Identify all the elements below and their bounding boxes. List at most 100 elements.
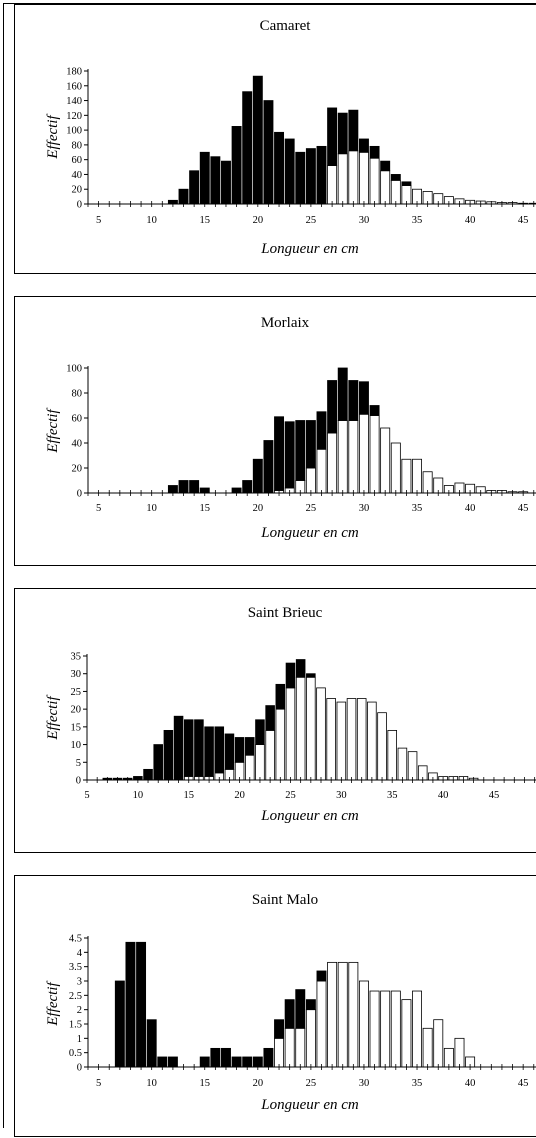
bar-black: [316, 145, 327, 205]
bar-white: [390, 179, 401, 205]
bar-white: [348, 150, 359, 205]
x-tick-label: 15: [200, 503, 211, 514]
y-tick-label: 100: [66, 126, 82, 137]
bar-white: [326, 698, 336, 781]
bar-black: [263, 100, 274, 205]
bar-black: [305, 420, 316, 469]
y-tick-label: 1.5: [69, 1020, 82, 1031]
bar-black: [369, 405, 380, 416]
bar-black: [284, 999, 295, 1029]
bar-black: [275, 683, 286, 710]
y-tick-label: 0: [77, 1063, 82, 1074]
x-tick-label: 20: [234, 790, 245, 801]
bar-white: [387, 729, 397, 781]
chart-panel-camaret: Camaret 0 20 40 60 80 100 120 140 160 180 5 10 15 20 25…: [14, 4, 536, 274]
bar-white: [337, 420, 348, 494]
bar-white: [337, 961, 348, 1068]
bar-white: [380, 990, 391, 1068]
bar-white: [327, 961, 338, 1068]
bar-black: [316, 970, 327, 982]
bar-black: [305, 999, 316, 1011]
bar-black: [231, 126, 242, 205]
bar-black: [255, 719, 265, 745]
bar-black: [173, 715, 184, 781]
bar-black: [327, 380, 338, 434]
bar-white: [275, 708, 286, 781]
y-tick-label: 2: [77, 1005, 82, 1016]
y-axis-label: Effectif: [45, 408, 61, 454]
x-tick-label: 30: [359, 215, 370, 226]
x-tick-label: 40: [465, 1078, 476, 1089]
x-tick-label: 35: [412, 215, 423, 226]
bar-black: [199, 151, 210, 205]
x-tick-label: 20: [253, 503, 264, 514]
y-tick-label: 4: [77, 948, 83, 959]
y-tick-label: 20: [72, 464, 83, 475]
x-tick-label: 10: [146, 1078, 157, 1089]
bar-black: [316, 411, 327, 450]
bar-black: [274, 416, 285, 491]
bar-white: [327, 432, 338, 494]
bar-white: [397, 747, 408, 781]
x-tick-label: 5: [96, 1078, 101, 1089]
y-tick-label: 80: [72, 389, 83, 400]
bar-black: [348, 109, 359, 152]
y-tick-label: 100: [66, 364, 82, 375]
bar-white: [305, 467, 316, 494]
x-axis-label: Longueur en cm: [260, 525, 359, 541]
bar-black: [224, 733, 235, 770]
bar-black: [265, 705, 275, 731]
bar-white: [390, 990, 401, 1068]
chart-title: Camaret: [260, 18, 312, 34]
bar-white: [284, 1027, 295, 1068]
x-tick-label: 15: [200, 215, 211, 226]
bar-black: [358, 381, 369, 415]
bar-white: [265, 729, 275, 781]
bar-black: [285, 662, 296, 689]
bar-white: [369, 157, 380, 205]
x-tick-label: 25: [306, 503, 317, 514]
bar-white: [433, 1019, 444, 1068]
x-tick-label: 35: [412, 503, 423, 514]
bar-black: [252, 75, 263, 205]
bar-white: [358, 413, 369, 494]
bar-black: [204, 726, 214, 777]
x-tick-label: 40: [438, 790, 449, 801]
y-tick-label: 0: [77, 200, 82, 211]
bar-black: [221, 160, 231, 205]
chart-panel-morlaix: Morlaix 0 20 40 60 80 100 5 10 15 20 25 30 35 40 45 Long…: [14, 296, 536, 566]
x-tick-label: 10: [146, 503, 157, 514]
x-tick-label: 20: [253, 1078, 264, 1089]
bar-black: [306, 673, 316, 678]
y-tick-label: 20: [72, 185, 83, 196]
bar-white: [356, 698, 367, 781]
x-tick-label: 10: [133, 790, 144, 801]
bar-white: [316, 980, 327, 1068]
y-tick-label: 25: [71, 687, 82, 698]
y-tick-label: 10: [71, 740, 82, 751]
y-tick-label: 0: [76, 776, 81, 787]
x-tick-label: 30: [336, 790, 347, 801]
y-axis-label: Effectif: [45, 981, 61, 1027]
chart-svg-camaret: Camaret 0 20 40 60 80 100 120 140 160 180 5 10 15 20 25…: [45, 18, 536, 257]
y-tick-label: 15: [71, 722, 82, 733]
chart-svg-morlaix: Morlaix 0 20 40 60 80 100 5 10 15 20 25 30 35 40 45 Long…: [45, 315, 536, 541]
bar-white: [327, 165, 338, 205]
x-tick-label: 5: [84, 790, 89, 801]
x-tick-label: 40: [465, 215, 476, 226]
bar-black: [210, 156, 221, 205]
bar-white: [295, 1027, 306, 1068]
bar-black: [242, 91, 253, 205]
chart-title: Saint Malo: [252, 892, 318, 908]
x-tick-label: 45: [518, 215, 529, 226]
bar-white: [377, 712, 387, 781]
bar-white: [380, 427, 391, 494]
x-tick-label: 25: [285, 790, 296, 801]
bar-black: [295, 659, 306, 678]
x-tick-label: 20: [253, 215, 264, 226]
x-tick-label: 30: [359, 503, 370, 514]
bar-black: [337, 112, 348, 155]
bar-black: [163, 729, 174, 781]
bar-black: [245, 737, 255, 756]
